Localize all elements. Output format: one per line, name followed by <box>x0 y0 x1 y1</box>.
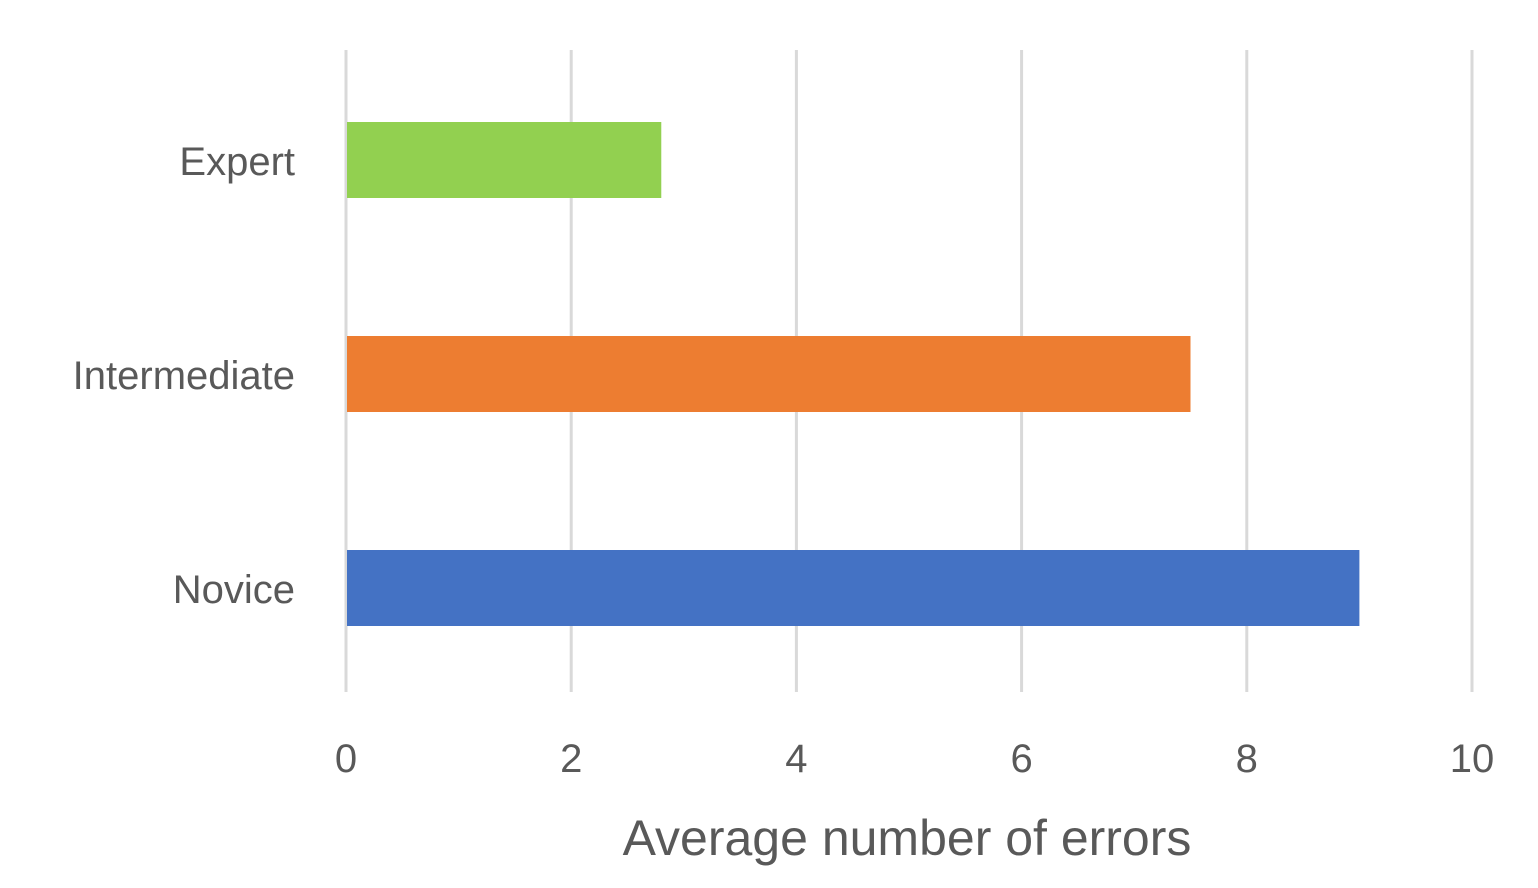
x-tick-label: 4 <box>785 737 807 781</box>
x-tick-label: 2 <box>560 737 582 781</box>
x-axis-title: Average number of errors <box>623 810 1192 866</box>
x-tick-labels: 0 2 4 6 8 10 <box>335 737 1494 781</box>
category-labels: Expert Intermediate Novice <box>73 140 295 612</box>
x-tick-label: 6 <box>1010 737 1032 781</box>
x-tick-label: 10 <box>1450 737 1495 781</box>
category-label-intermediate: Intermediate <box>73 354 295 398</box>
bar-expert <box>347 122 662 198</box>
bar-novice <box>347 550 1360 626</box>
x-tick-label: 8 <box>1236 737 1258 781</box>
x-tick-label: 0 <box>335 737 357 781</box>
category-label-expert: Expert <box>179 140 295 184</box>
bars <box>347 122 1360 626</box>
category-label-novice: Novice <box>173 568 295 612</box>
bar-intermediate <box>347 336 1191 412</box>
